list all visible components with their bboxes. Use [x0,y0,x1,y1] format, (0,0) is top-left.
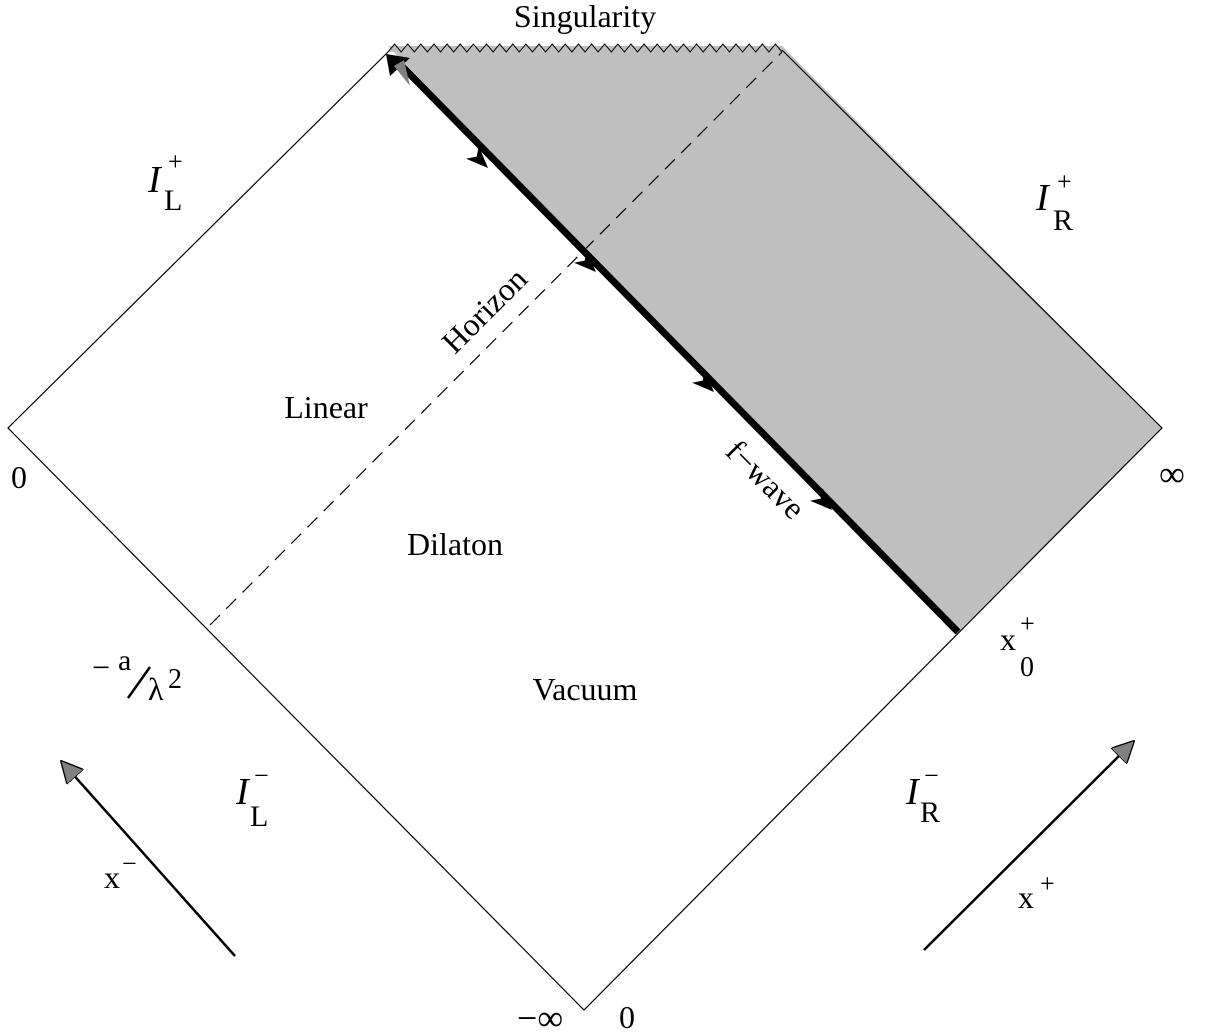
lambda-symbol: λ [148,671,164,707]
diagram-boundary [7,49,1163,1011]
infinity-right-label: ∞ [1159,454,1185,494]
x-base: x [1018,879,1034,915]
scri-sub: L [250,800,268,833]
scri-minus-left: I − L [235,761,269,833]
scri-base: I [235,771,251,813]
scri-sub: R [1053,204,1073,237]
scri-base: I [1035,177,1051,219]
scri-base: I [147,159,163,201]
a-over-lambda-squared: − a λ 2 [92,644,182,707]
dilaton-label: Dilaton [407,526,503,562]
zero-left-label: 0 [11,459,27,495]
minus-infinity-label: −∞ [517,998,563,1036]
power-two: 2 [168,664,182,695]
scri-minus-right: I − R [905,761,940,829]
fraction-slash [126,666,152,699]
horizon-line [209,51,783,626]
x-base: x [104,859,120,895]
scri-sup: + [168,147,183,176]
scri-sup: + [1057,167,1072,196]
singularity-zigzag [387,43,783,53]
a-symbol: a [118,644,131,677]
f-wave-arrowhead [692,370,714,392]
scri-sub: R [920,796,940,829]
f-wave-arrows [386,54,832,510]
f-wave-arrowhead [394,60,410,86]
f-wave-arrowhead [810,488,832,510]
x-base: x [1000,621,1016,657]
vacuum-label: Vacuum [533,671,638,707]
minus-sign: − [92,649,110,685]
zero-bottom-label: 0 [619,999,635,1035]
x-sub: 0 [1020,652,1034,683]
x-plus-arrow [923,742,1133,951]
horizon-label: Horizon [434,260,534,360]
x-plus-label: x + [1018,869,1055,915]
x-sup: − [122,849,137,878]
scri-sup: − [254,761,269,790]
x-sup: + [1020,609,1035,638]
scri-sub: L [164,184,182,217]
scri-plus-left: I + L [147,147,183,217]
x0-plus-label: x + 0 [1000,609,1035,683]
x-sup: + [1040,869,1055,898]
scri-sup: − [924,761,939,790]
f-wave-arrowhead [574,250,596,272]
shaded-region [388,46,1162,632]
scri-base: I [905,771,921,813]
singularity-label: Singularity [514,0,656,34]
scri-plus-right: I + R [1035,167,1073,237]
x-minus-arrow [62,762,236,957]
linear-label: Linear [284,389,368,425]
f-wave-arrowhead [466,146,488,168]
f-wave-line [391,55,961,635]
x-minus-label: x − [104,849,137,895]
